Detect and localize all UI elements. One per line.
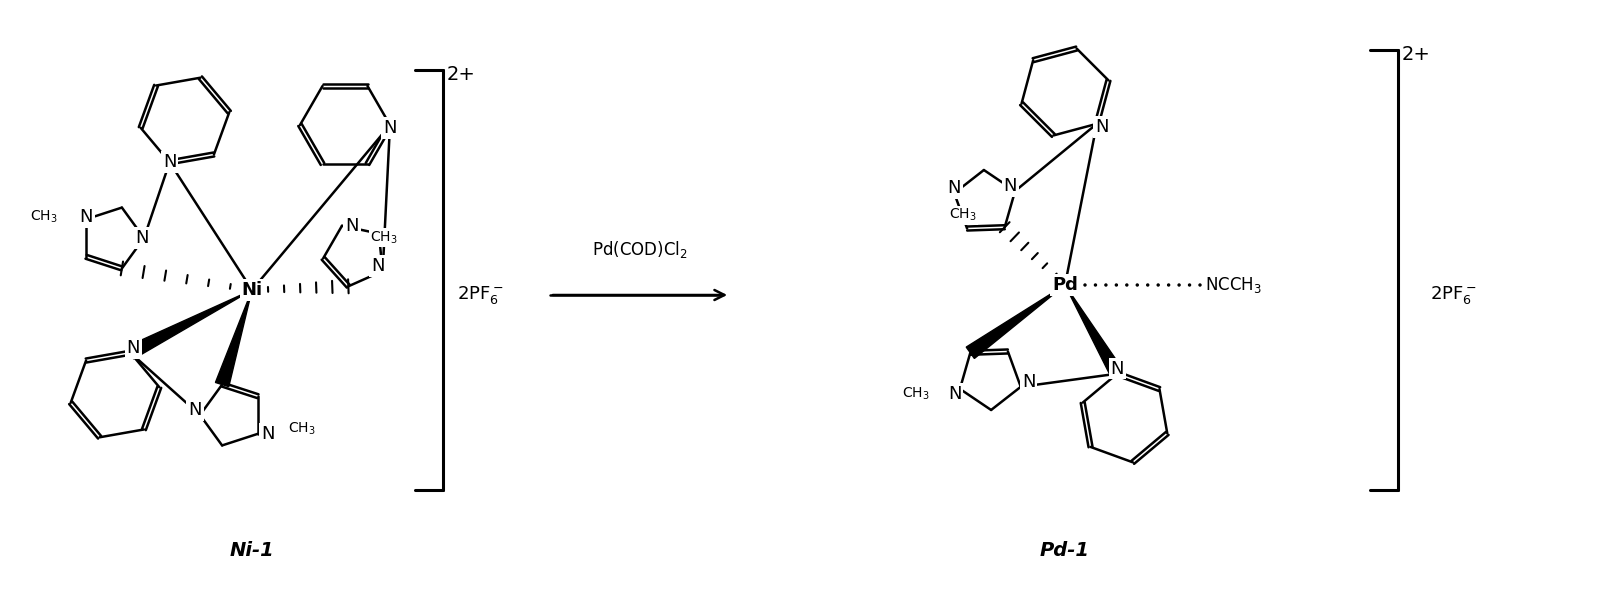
Text: CH$_3$: CH$_3$ [371, 230, 398, 246]
Text: N: N [1022, 373, 1035, 391]
Text: N: N [371, 257, 385, 275]
Text: Ni: Ni [241, 281, 262, 299]
Text: 2PF$_6^-$: 2PF$_6^-$ [1429, 284, 1477, 306]
Text: N: N [1110, 360, 1124, 378]
Text: CH$_3$: CH$_3$ [902, 386, 929, 402]
Circle shape [1084, 284, 1086, 286]
Circle shape [1199, 284, 1201, 286]
Polygon shape [216, 290, 252, 386]
Text: Pd(COD)Cl$_2$: Pd(COD)Cl$_2$ [592, 239, 688, 260]
Text: NCCH$_3$: NCCH$_3$ [1206, 275, 1262, 295]
Circle shape [1094, 284, 1097, 286]
Circle shape [1137, 284, 1139, 286]
Text: N: N [1003, 177, 1017, 195]
Polygon shape [128, 290, 252, 359]
Text: N: N [949, 385, 961, 403]
Text: N: N [126, 339, 141, 357]
Text: 2+: 2+ [1402, 45, 1431, 64]
Circle shape [1179, 284, 1180, 286]
Text: N: N [80, 208, 93, 226]
Text: N: N [136, 229, 149, 247]
Polygon shape [966, 285, 1065, 359]
Text: Pd: Pd [1052, 276, 1078, 294]
Text: CH$_3$: CH$_3$ [949, 207, 977, 224]
Text: N: N [163, 153, 176, 171]
Text: CH$_3$: CH$_3$ [287, 421, 316, 437]
Text: N: N [345, 217, 359, 235]
Text: 2+: 2+ [447, 65, 476, 84]
Circle shape [1167, 284, 1169, 286]
Circle shape [1158, 284, 1159, 286]
Text: 2PF$_6^-$: 2PF$_6^-$ [457, 284, 503, 306]
Circle shape [1105, 284, 1107, 286]
Circle shape [1188, 284, 1190, 286]
Text: N: N [947, 179, 961, 197]
Circle shape [1115, 284, 1118, 286]
Text: N: N [188, 401, 201, 419]
Text: N: N [262, 425, 275, 443]
Text: N: N [1096, 118, 1108, 136]
Text: Pd-1: Pd-1 [1040, 541, 1091, 560]
Circle shape [1126, 284, 1127, 286]
Circle shape [1147, 284, 1148, 286]
Text: Ni-1: Ni-1 [230, 541, 275, 560]
Text: N: N [383, 119, 396, 137]
Text: CH$_3$: CH$_3$ [30, 209, 57, 225]
Polygon shape [1065, 285, 1123, 377]
